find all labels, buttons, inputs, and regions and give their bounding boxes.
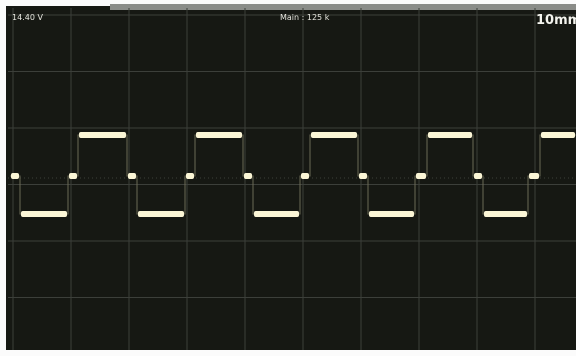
trace-level (244, 173, 252, 179)
trace-level (69, 173, 77, 179)
trace-level (301, 173, 309, 179)
channel-scale: 14.40 V (12, 13, 43, 22)
trace-level (196, 132, 242, 138)
trace-level (138, 211, 184, 217)
trace-level (11, 173, 19, 179)
trace-level (541, 132, 575, 138)
display (6, 6, 576, 350)
trace-level (359, 173, 367, 179)
trace-level (21, 211, 67, 217)
trace-level (128, 173, 136, 179)
trace-level (79, 132, 126, 138)
trace-level (254, 211, 299, 217)
trace-level (416, 173, 426, 179)
trace-level (369, 211, 414, 217)
sample-rate: Main : 125 k (280, 13, 330, 22)
trace-level (484, 211, 527, 217)
oscilloscope-screen: 14.40 V Main : 125 k 10mm/div (0, 0, 576, 356)
trace-level (311, 132, 357, 138)
trace-level (474, 173, 482, 179)
trace-level (186, 173, 194, 179)
time-scale: 10mm/div (536, 13, 576, 28)
page: 14.40 V Main : 125 k 10mm/div (() => { c… (0, 0, 576, 356)
top-bar (110, 4, 576, 10)
trace-level (428, 132, 472, 138)
trace-level (529, 173, 539, 179)
